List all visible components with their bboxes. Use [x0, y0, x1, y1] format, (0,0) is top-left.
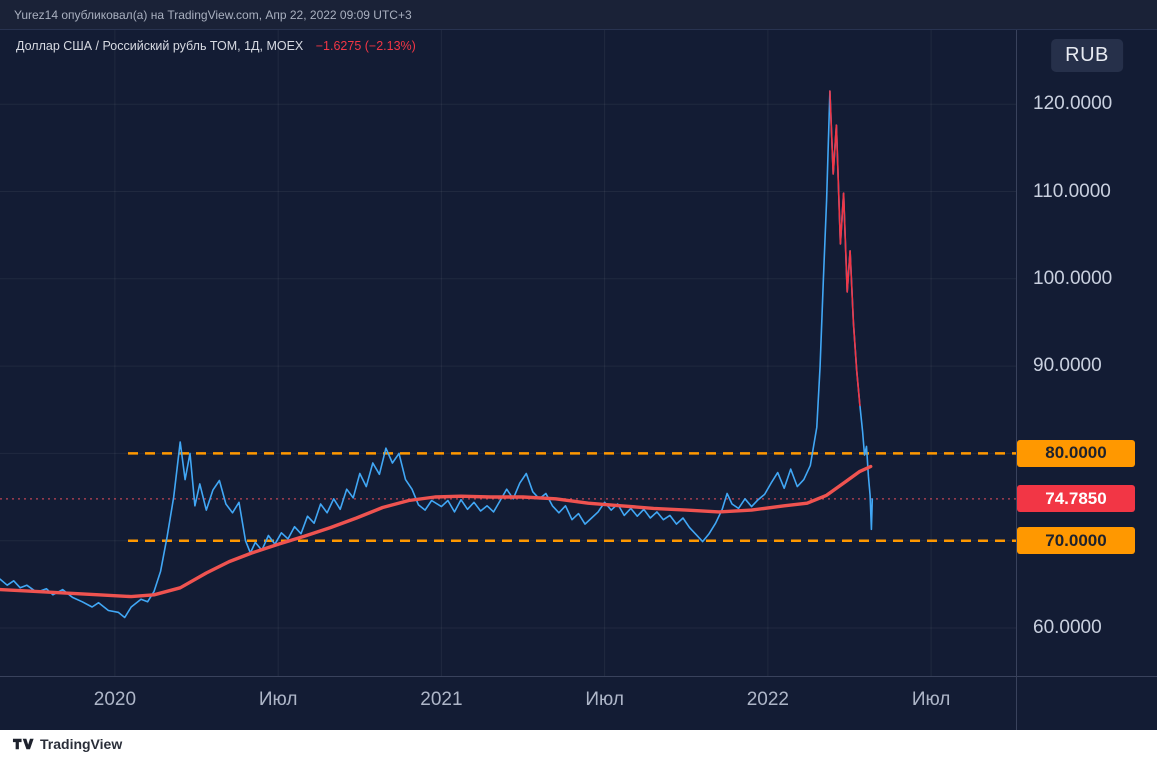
tradingview-mark-icon [12, 737, 34, 751]
price-tick: 100.0000 [1033, 267, 1113, 289]
tradingview-logo[interactable]: TradingView [12, 736, 122, 752]
chart-area[interactable]: Доллар США / Российский рубль ТОМ, 1Д, M… [0, 30, 1016, 676]
time-tick[interactable]: 2020 [93, 689, 137, 710]
price-tick: 60.0000 [1033, 616, 1102, 638]
time-tick[interactable]: Июл [585, 689, 624, 710]
price-tick: 120.0000 [1033, 93, 1113, 115]
price-badge: 70.0000 [1017, 527, 1135, 555]
time-tick[interactable]: Июл [911, 689, 951, 710]
price-chart-canvas[interactable] [0, 30, 1016, 676]
symbol-title: Доллар США / Российский рубль ТОМ, 1Д, M… [16, 39, 304, 53]
currency-label: RUB [1051, 39, 1123, 72]
price-tick: 110.0000 [1033, 180, 1111, 202]
price-tick: 90.0000 [1033, 355, 1102, 377]
price-badge: 80.0000 [1017, 439, 1135, 467]
footer-bar: TradingView [0, 730, 1157, 757]
attribution-text: Yurez14 опубликовал(а) на TradingView.co… [14, 8, 412, 22]
time-tick[interactable]: 2021 [420, 689, 463, 710]
symbol-change: −1.6275 (−2.13%) [315, 39, 416, 53]
time-tick[interactable]: Июл [258, 689, 298, 710]
price-scale[interactable]: RUB 120.0000 110.0000 100.0000 90.0000 60.00… [1016, 30, 1157, 730]
price-badge: 74.7850 [1017, 485, 1135, 513]
time-axis[interactable]: 2020 Июл 2021 Июл 2022 Июл [0, 676, 1157, 730]
symbol-legend: Доллар США / Российский рубль ТОМ, 1Д, M… [16, 39, 416, 53]
attribution-bar: Yurez14 опубликовал(а) на TradingView.co… [0, 0, 1157, 30]
tradingview-logo-text: TradingView [40, 735, 123, 752]
time-tick[interactable]: 2022 [746, 689, 790, 710]
